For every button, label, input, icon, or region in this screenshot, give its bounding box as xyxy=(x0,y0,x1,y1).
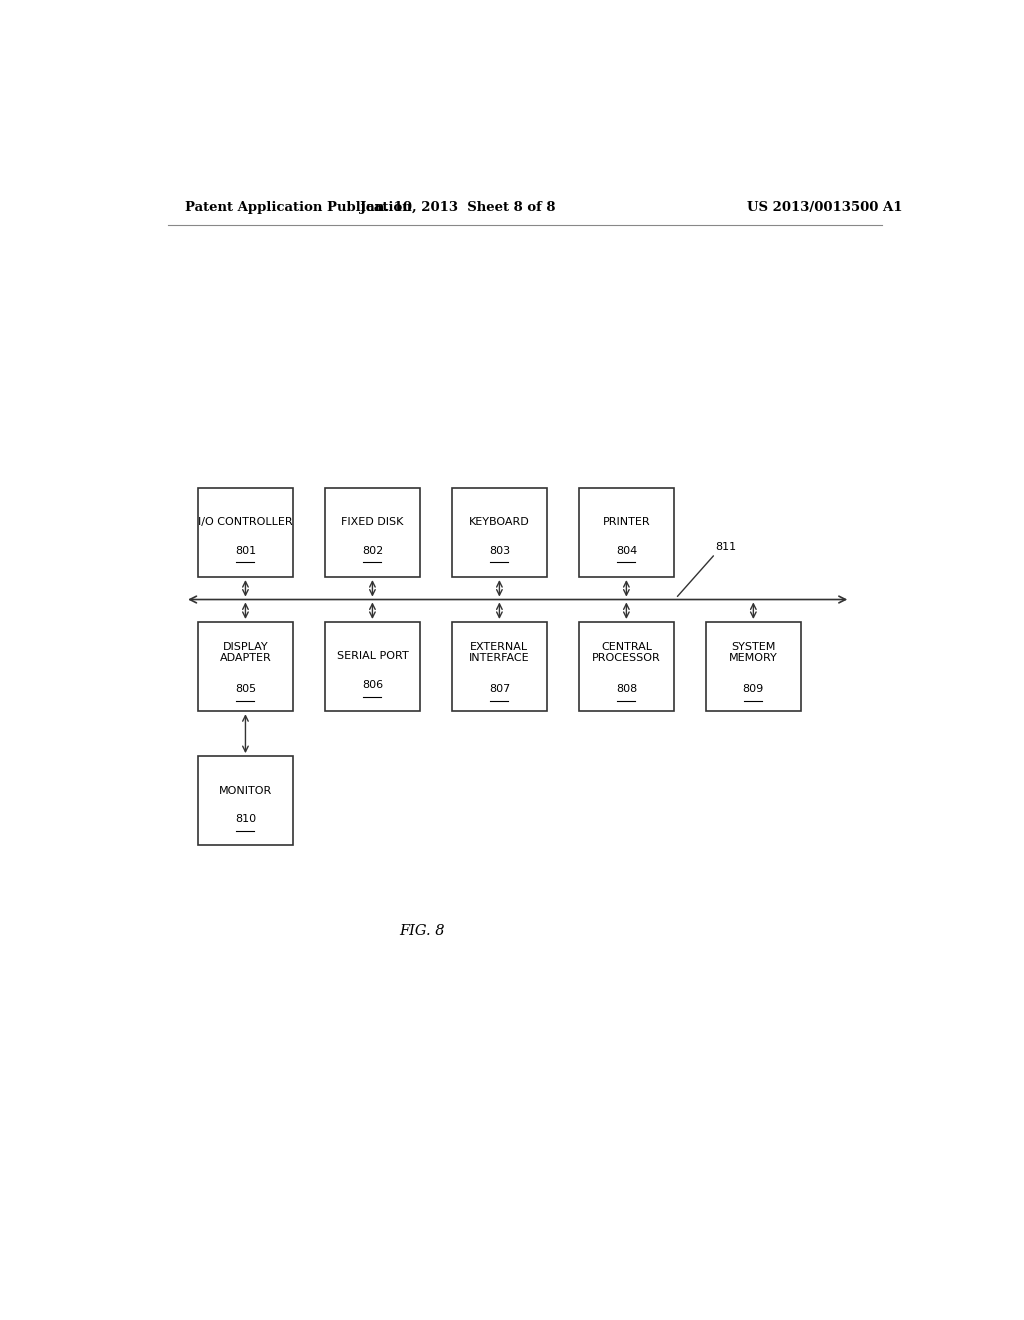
Text: 802: 802 xyxy=(361,545,383,556)
Bar xyxy=(198,487,293,577)
Text: 801: 801 xyxy=(234,545,256,556)
Bar xyxy=(706,622,801,711)
Text: Jan. 10, 2013  Sheet 8 of 8: Jan. 10, 2013 Sheet 8 of 8 xyxy=(359,201,555,214)
Text: SERIAL PORT: SERIAL PORT xyxy=(337,652,409,661)
Bar xyxy=(579,622,674,711)
Text: 805: 805 xyxy=(234,684,256,694)
Text: Patent Application Publication: Patent Application Publication xyxy=(185,201,412,214)
Text: 806: 806 xyxy=(361,680,383,690)
Text: CENTRAL
PROCESSOR: CENTRAL PROCESSOR xyxy=(592,642,660,663)
Text: MONITOR: MONITOR xyxy=(219,785,272,796)
Bar xyxy=(325,487,420,577)
Bar xyxy=(325,622,420,711)
Text: 804: 804 xyxy=(615,545,637,556)
Text: US 2013/0013500 A1: US 2013/0013500 A1 xyxy=(748,201,902,214)
Text: 811: 811 xyxy=(715,541,736,552)
Text: KEYBOARD: KEYBOARD xyxy=(469,517,529,527)
Bar xyxy=(579,487,674,577)
Bar xyxy=(452,622,547,711)
Text: 807: 807 xyxy=(488,684,510,694)
Text: PRINTER: PRINTER xyxy=(602,517,650,527)
Text: 808: 808 xyxy=(615,684,637,694)
Bar xyxy=(198,756,293,846)
Bar xyxy=(452,487,547,577)
Bar xyxy=(198,622,293,711)
Text: 810: 810 xyxy=(234,814,256,824)
Text: FIG. 8: FIG. 8 xyxy=(399,924,444,939)
Text: I/O CONTROLLER: I/O CONTROLLER xyxy=(198,517,293,527)
Text: DISPLAY
ADAPTER: DISPLAY ADAPTER xyxy=(219,642,271,663)
Text: EXTERNAL
INTERFACE: EXTERNAL INTERFACE xyxy=(469,642,529,663)
Text: 803: 803 xyxy=(488,545,510,556)
Text: FIXED DISK: FIXED DISK xyxy=(341,517,403,527)
Text: 809: 809 xyxy=(742,684,764,694)
Text: SYSTEM
MEMORY: SYSTEM MEMORY xyxy=(729,642,778,663)
